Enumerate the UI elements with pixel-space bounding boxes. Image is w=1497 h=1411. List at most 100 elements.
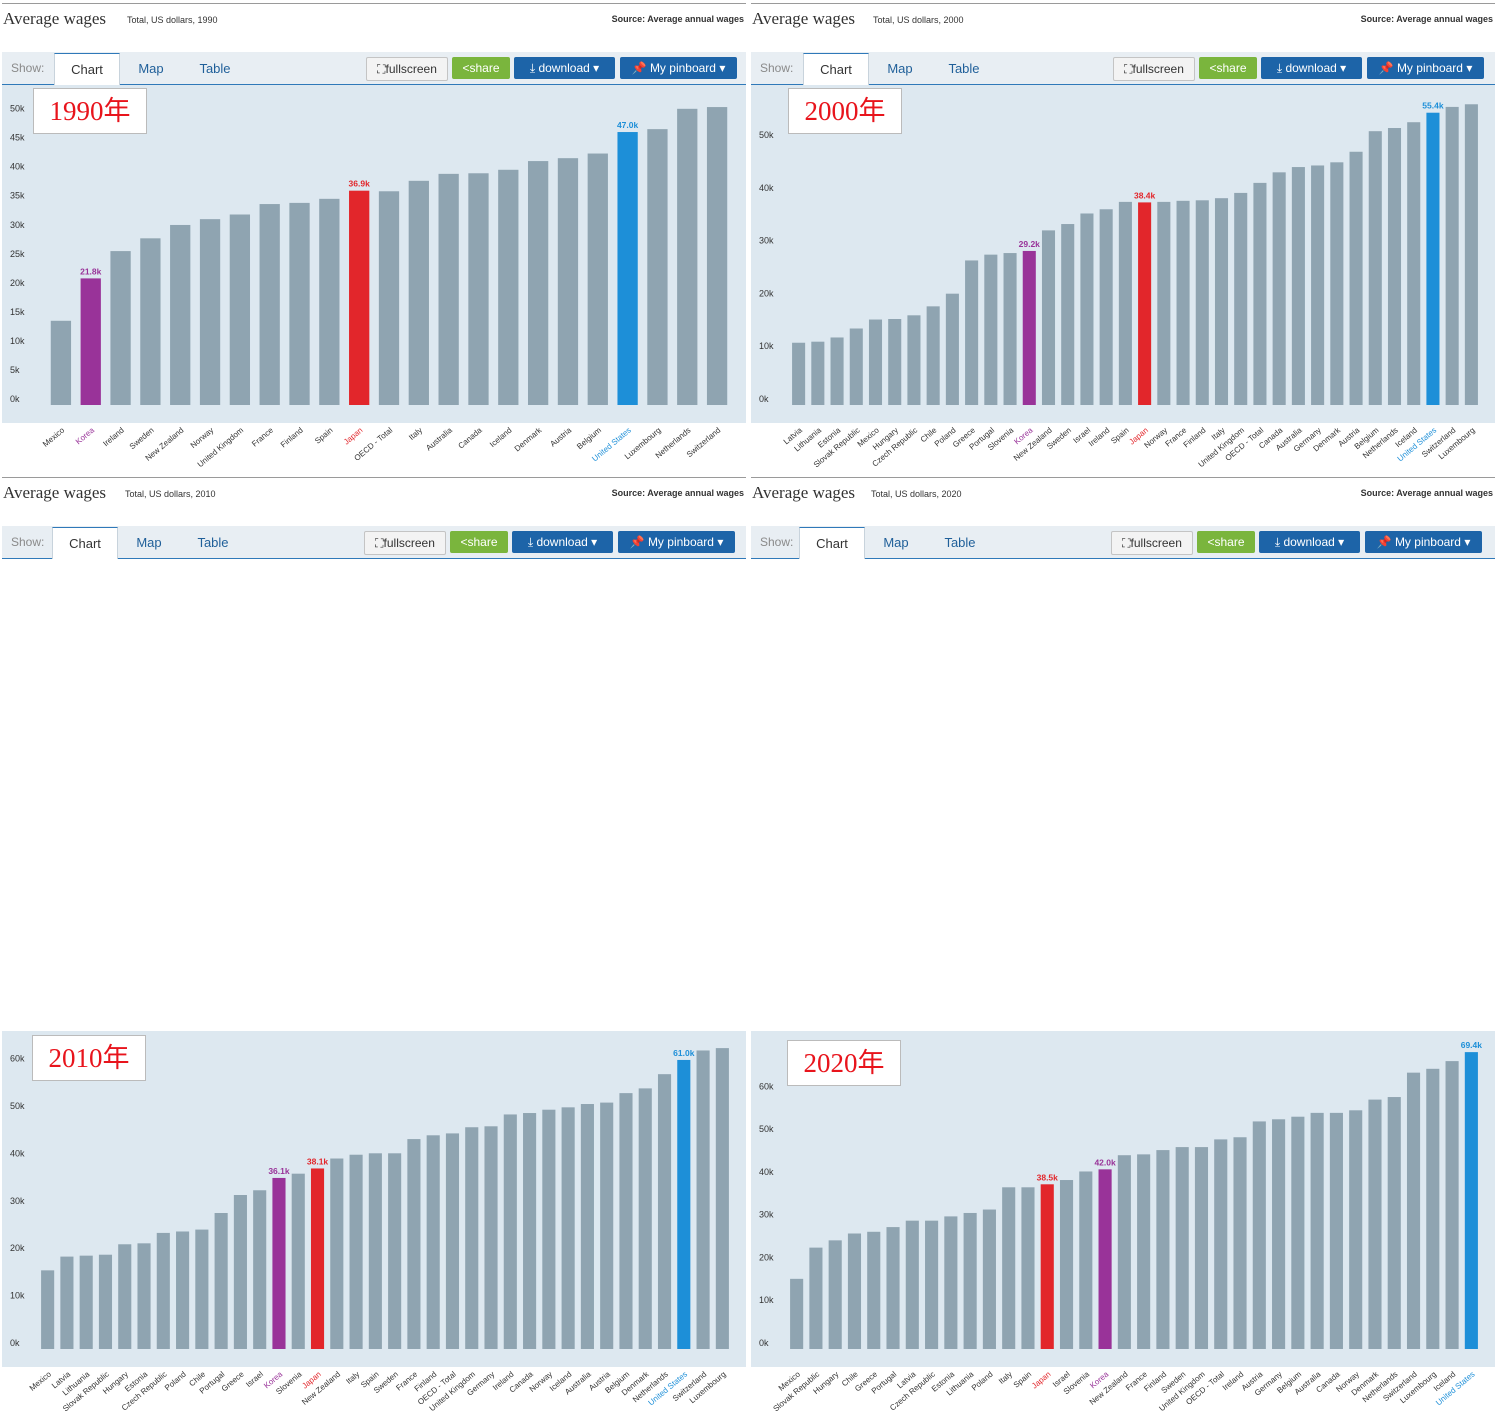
bar-poland	[176, 1231, 190, 1349]
year-label-box: 2020年	[787, 1040, 901, 1086]
bar-slovak-republic	[809, 1247, 823, 1349]
y-tick-label: 20k	[10, 278, 25, 288]
tab-chart[interactable]: Chart	[799, 527, 865, 559]
x-tick-label: Denmark	[513, 425, 544, 453]
x-tick-label: Japan	[342, 426, 364, 447]
chevron-down-icon: ▾	[1336, 61, 1347, 75]
share-button[interactable]: <share	[450, 531, 508, 553]
tab-table[interactable]: Table	[197, 535, 229, 550]
fullscreen-icon: ⛶	[1124, 62, 1133, 76]
share-icon: <	[1207, 535, 1215, 549]
bar-canada	[1272, 172, 1286, 405]
tab-map[interactable]: Map	[887, 61, 913, 76]
y-tick-label: 5k	[10, 365, 20, 375]
pinboard-button[interactable]: 📌 My pinboard ▾	[618, 531, 735, 553]
tab-table[interactable]: Table	[199, 61, 231, 76]
bar-greece	[867, 1231, 881, 1349]
source-link[interactable]: Source: Average annual wages	[1360, 14, 1493, 24]
fullscreen-button[interactable]: ⛶fullscreen	[1113, 57, 1195, 81]
download-button[interactable]: ⤓ download ▾	[1259, 531, 1360, 553]
bar-hungary	[118, 1244, 132, 1349]
chart-toolbar: Show: Chart Map Table ⛶fullscreen <share…	[751, 52, 1495, 85]
chart-plot-area: 0k 10k 20k 30k 40k 50k 60k Mexico Slovak Republi…	[751, 1031, 1495, 1411]
chart-panel-2000: Average wages Total, US dollars, 2000 So…	[749, 0, 1497, 472]
bar-canada	[468, 173, 489, 405]
bar-mexico	[41, 1270, 55, 1349]
chevron-down-icon: ▾	[715, 61, 726, 75]
pinboard-button[interactable]: 📌 My pinboard ▾	[1367, 57, 1484, 79]
bar-austria	[1252, 1121, 1266, 1349]
fullscreen-button[interactable]: ⛶fullscreen	[366, 57, 448, 81]
fullscreen-button[interactable]: ⛶fullscreen	[1111, 531, 1193, 555]
share-button[interactable]: <share	[1197, 531, 1255, 553]
y-tick-label: 10k	[10, 336, 25, 346]
fullscreen-label: fullscreen	[383, 536, 435, 550]
share-label: share	[1214, 535, 1245, 549]
download-button[interactable]: ⤓ download ▾	[512, 531, 613, 553]
tab-chart[interactable]: Chart	[803, 53, 869, 85]
bar-japan	[310, 1168, 325, 1349]
bar-australia	[580, 1104, 594, 1349]
bar-ireland	[1233, 1137, 1247, 1349]
bar-netherlands	[1387, 1097, 1401, 1349]
bar-chart: 0k10k20k30k40k50k60kMexicoLatviaLithuani…	[10, 1048, 729, 1411]
bar-sweden	[140, 238, 161, 405]
tab-chart[interactable]: Chart	[52, 527, 118, 559]
share-button[interactable]: <share	[452, 57, 510, 79]
tab-table[interactable]: Table	[948, 61, 980, 76]
fullscreen-button[interactable]: ⛶fullscreen	[364, 531, 446, 555]
year-label-box: 2000年	[788, 88, 902, 134]
x-tick-label: Poland	[163, 1370, 188, 1393]
bar-france	[407, 1139, 421, 1349]
bar-austria	[557, 158, 579, 405]
source-link[interactable]: Source: Average annual wages	[611, 14, 744, 24]
data-label: 36.9k	[349, 179, 371, 189]
y-tick-label: 25k	[10, 249, 25, 259]
y-tick-label: 0k	[10, 1338, 20, 1348]
share-label: share	[467, 535, 498, 549]
download-button[interactable]: ⤓ download ▾	[514, 57, 615, 79]
x-tick-label: Finland	[279, 426, 305, 450]
bar-netherlands	[677, 108, 698, 406]
pinboard-label: My pinboard	[649, 61, 716, 75]
tab-map[interactable]: Map	[883, 535, 909, 550]
tab-chart[interactable]: Chart	[54, 53, 120, 85]
download-button[interactable]: ⤓ download ▾	[1261, 57, 1362, 79]
source-link[interactable]: Source: Average annual wages	[1360, 488, 1493, 498]
source-link[interactable]: Source: Average annual wages	[611, 488, 744, 498]
tab-table[interactable]: Table	[944, 535, 976, 550]
bar-ireland	[110, 251, 131, 405]
x-tick-label: Iceland	[488, 426, 514, 449]
y-tick-label: 60k	[759, 1081, 774, 1091]
x-tick-label: France	[250, 425, 275, 448]
panel-top-rule	[2, 477, 746, 478]
chart-toolbar: Show: Chart Map Table ⛶fullscreen <share…	[2, 52, 746, 85]
data-label: 42.0k	[1094, 1157, 1116, 1167]
bar-australia	[438, 173, 459, 405]
bar-finland	[1195, 200, 1209, 405]
bar-australia	[1291, 167, 1305, 405]
data-label: 61.0k	[673, 1048, 695, 1058]
y-tick-label: 40k	[10, 162, 25, 172]
bar-slovenia	[1003, 253, 1017, 405]
bar-switzerland	[696, 1050, 710, 1349]
tab-map[interactable]: Map	[138, 61, 164, 76]
bar-norway	[542, 1109, 556, 1349]
x-tick-label: Ireland	[101, 426, 126, 449]
pinboard-button[interactable]: 📌 My pinboard ▾	[620, 57, 737, 79]
y-tick-label: 10k	[10, 1291, 25, 1301]
x-tick-label: Greece	[220, 1369, 246, 1393]
download-label: download	[538, 61, 590, 75]
y-tick-label: 0k	[10, 394, 20, 404]
bar-france	[1176, 200, 1190, 405]
download-label: download	[536, 535, 588, 549]
bar-austria	[600, 1102, 614, 1349]
bar-belgium	[1368, 131, 1382, 406]
pinboard-button[interactable]: 📌 My pinboard ▾	[1365, 531, 1482, 553]
data-label: 55.4k	[1422, 101, 1444, 111]
bar-new-zealand	[1041, 230, 1056, 405]
tab-map[interactable]: Map	[136, 535, 162, 550]
share-button[interactable]: <share	[1199, 57, 1257, 79]
bar-belgium	[619, 1093, 633, 1349]
bar-mexico	[50, 320, 72, 405]
